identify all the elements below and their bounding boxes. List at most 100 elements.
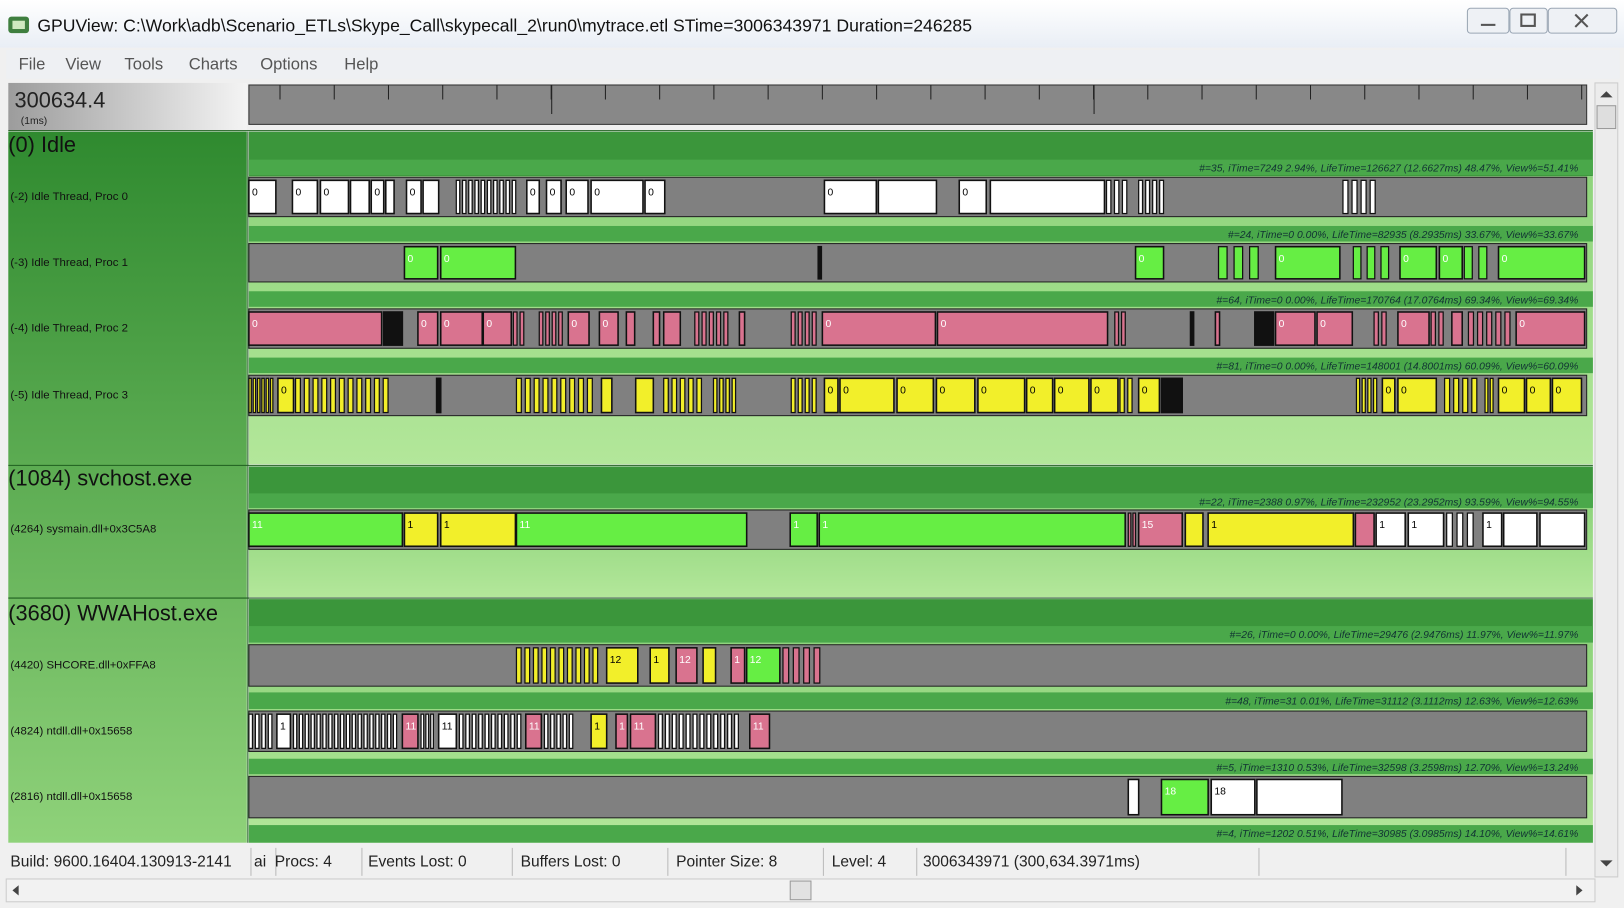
thread-name[interactable]: (4264) sysmain.dll+0x3C5A8 bbox=[10, 524, 156, 536]
menu-item[interactable]: Charts bbox=[189, 55, 238, 74]
packet-block[interactable] bbox=[276, 713, 292, 750]
packet-block[interactable] bbox=[545, 179, 562, 215]
packet-block[interactable] bbox=[349, 179, 370, 215]
menu-item[interactable]: View bbox=[65, 55, 102, 74]
packet-block[interactable] bbox=[248, 512, 404, 548]
packet-block[interactable] bbox=[652, 311, 661, 346]
vertical-scrollbar[interactable] bbox=[1594, 82, 1619, 878]
packet-block[interactable] bbox=[1137, 512, 1183, 548]
packet-block[interactable] bbox=[439, 512, 517, 548]
thread-name[interactable]: (-3) Idle Thread, Proc 1 bbox=[10, 257, 128, 269]
packet-block[interactable] bbox=[818, 512, 1126, 548]
packet-block[interactable] bbox=[823, 179, 878, 215]
packet-block[interactable] bbox=[1189, 311, 1195, 346]
packet-block[interactable] bbox=[625, 311, 636, 346]
thread-name[interactable]: (-5) Idle Thread, Proc 3 bbox=[10, 389, 128, 401]
packet-block[interactable] bbox=[435, 377, 442, 414]
packet-block[interactable] bbox=[1137, 377, 1161, 414]
packet-block[interactable] bbox=[649, 647, 670, 684]
packet-block[interactable] bbox=[615, 713, 629, 750]
process-name[interactable]: (0) Idle bbox=[8, 132, 76, 157]
packet-block[interactable] bbox=[515, 512, 748, 548]
packet-block[interactable] bbox=[1127, 778, 1140, 816]
packet-block[interactable] bbox=[1274, 245, 1341, 280]
packet-block[interactable] bbox=[437, 713, 458, 750]
packet-block[interactable] bbox=[401, 713, 419, 750]
process-name[interactable]: (1084) svchost.exe bbox=[8, 466, 192, 491]
process-name[interactable]: (3680) WWAHost.exe bbox=[8, 600, 218, 625]
packet-block[interactable] bbox=[1525, 377, 1552, 414]
packet-block[interactable] bbox=[526, 179, 541, 215]
thread-name[interactable]: (4824) ntdll.dll+0x15658 bbox=[10, 725, 132, 737]
packet-block[interactable] bbox=[319, 179, 350, 215]
packet-block[interactable] bbox=[248, 179, 277, 215]
packet-block[interactable] bbox=[1497, 377, 1526, 414]
packet-block[interactable] bbox=[1539, 512, 1586, 548]
packet-block[interactable] bbox=[958, 179, 987, 215]
packet-block[interactable] bbox=[675, 647, 698, 684]
packet-block[interactable] bbox=[730, 647, 746, 684]
packet-block[interactable] bbox=[590, 179, 644, 215]
packet-block[interactable] bbox=[1134, 245, 1165, 280]
packet-block[interactable] bbox=[748, 713, 771, 750]
packet-block[interactable] bbox=[382, 311, 404, 346]
packet-block[interactable] bbox=[839, 377, 895, 414]
packet-block[interactable] bbox=[605, 647, 639, 684]
packet-block[interactable] bbox=[702, 647, 717, 684]
packet-block[interactable] bbox=[1025, 377, 1054, 414]
packet-block[interactable] bbox=[1316, 311, 1354, 346]
packet-block[interactable] bbox=[1497, 245, 1586, 280]
packet-block[interactable] bbox=[405, 179, 422, 215]
packet-block[interactable] bbox=[1274, 311, 1316, 346]
packet-block[interactable] bbox=[644, 179, 666, 215]
packet-block[interactable] bbox=[896, 377, 935, 414]
packet-block[interactable] bbox=[1502, 512, 1538, 548]
packet-block[interactable] bbox=[1451, 311, 1463, 346]
packet-block[interactable] bbox=[662, 311, 682, 346]
packet-block[interactable] bbox=[482, 311, 513, 346]
packet-block[interactable] bbox=[600, 377, 613, 414]
packet-block[interactable] bbox=[1160, 377, 1183, 414]
menu-item[interactable]: Options bbox=[260, 55, 317, 74]
menu-item[interactable]: Help bbox=[344, 55, 378, 74]
packet-block[interactable] bbox=[439, 311, 483, 346]
thread-name[interactable]: (-2) Idle Thread, Proc 0 bbox=[10, 191, 128, 203]
packet-block[interactable] bbox=[989, 179, 1106, 215]
packet-block[interactable] bbox=[1210, 778, 1256, 816]
packet-block[interactable] bbox=[821, 311, 937, 346]
thread-name[interactable]: (4420) SHCORE.dll+0xFFA8 bbox=[10, 659, 155, 671]
packet-block[interactable] bbox=[277, 377, 295, 414]
packet-block[interactable] bbox=[977, 377, 1026, 414]
thread-name[interactable]: (-4) Idle Thread, Proc 2 bbox=[10, 323, 128, 335]
packet-block[interactable] bbox=[590, 713, 608, 750]
packet-block[interactable] bbox=[1407, 512, 1445, 548]
packet-block[interactable] bbox=[1375, 512, 1406, 548]
packet-block[interactable] bbox=[877, 179, 938, 215]
packet-block[interactable] bbox=[1090, 377, 1119, 414]
packet-block[interactable] bbox=[1438, 245, 1463, 280]
packet-block[interactable] bbox=[817, 245, 823, 280]
packet-block[interactable] bbox=[738, 311, 746, 346]
packet-block[interactable] bbox=[1207, 512, 1355, 548]
packet-block[interactable] bbox=[745, 647, 781, 684]
packet-block[interactable] bbox=[370, 179, 385, 215]
packet-block[interactable] bbox=[439, 245, 517, 280]
packet-block[interactable] bbox=[1397, 377, 1438, 414]
packet-block[interactable] bbox=[403, 245, 439, 280]
packet-block[interactable] bbox=[1482, 512, 1503, 548]
packet-block[interactable] bbox=[525, 713, 543, 750]
menu-item[interactable]: Tools bbox=[124, 55, 163, 74]
packet-block[interactable] bbox=[823, 377, 839, 414]
packet-block[interactable] bbox=[935, 377, 976, 414]
packet-block[interactable] bbox=[629, 713, 657, 750]
packet-block[interactable] bbox=[248, 311, 383, 346]
packet-block[interactable] bbox=[1381, 377, 1396, 414]
packet-block[interactable] bbox=[567, 311, 590, 346]
packet-block[interactable] bbox=[417, 311, 439, 346]
packet-block[interactable] bbox=[1551, 377, 1583, 414]
packet-block[interactable] bbox=[1399, 245, 1438, 280]
thread-name[interactable]: (2816) ntdll.dll+0x15658 bbox=[10, 791, 132, 803]
packet-block[interactable] bbox=[565, 179, 589, 215]
window-buttons[interactable] bbox=[1466, 7, 1618, 34]
packet-block[interactable] bbox=[1256, 778, 1343, 816]
